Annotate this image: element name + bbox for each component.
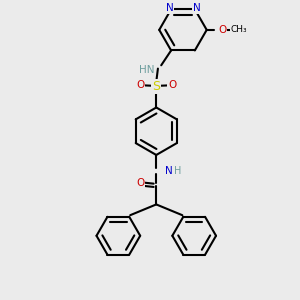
Text: O: O [218,25,226,35]
Text: CH₃: CH₃ [231,26,247,34]
Text: N: N [164,167,172,176]
Text: HN: HN [139,65,154,75]
Text: N: N [193,3,200,13]
Text: N: N [166,3,173,13]
Text: O: O [136,80,145,90]
Text: H: H [174,167,182,176]
Text: O: O [168,80,176,90]
Text: O: O [136,178,145,188]
Text: S: S [152,80,160,93]
